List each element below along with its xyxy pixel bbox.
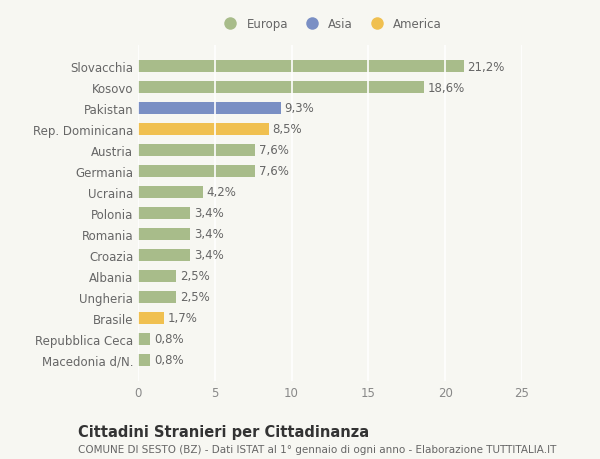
Text: 2,5%: 2,5% bbox=[180, 291, 210, 304]
Bar bbox=[138, 207, 190, 219]
Text: 0,8%: 0,8% bbox=[154, 353, 184, 366]
Bar bbox=[138, 229, 190, 240]
Text: 3,4%: 3,4% bbox=[194, 228, 224, 241]
Text: 7,6%: 7,6% bbox=[259, 144, 289, 157]
Text: 18,6%: 18,6% bbox=[428, 81, 465, 94]
Bar bbox=[138, 103, 281, 114]
Text: 9,3%: 9,3% bbox=[284, 102, 314, 115]
Bar bbox=[138, 354, 150, 366]
Bar bbox=[138, 124, 269, 135]
Bar bbox=[138, 61, 464, 73]
Text: COMUNE DI SESTO (BZ) - Dati ISTAT al 1° gennaio di ogni anno - Elaborazione TUTT: COMUNE DI SESTO (BZ) - Dati ISTAT al 1° … bbox=[78, 444, 556, 454]
Text: 3,4%: 3,4% bbox=[194, 249, 224, 262]
Bar bbox=[138, 291, 176, 303]
Text: 4,2%: 4,2% bbox=[206, 186, 236, 199]
Text: 2,5%: 2,5% bbox=[180, 270, 210, 283]
Bar bbox=[138, 250, 190, 261]
Text: 21,2%: 21,2% bbox=[467, 61, 505, 73]
Text: 8,5%: 8,5% bbox=[272, 123, 302, 136]
Bar bbox=[138, 333, 150, 345]
Text: 7,6%: 7,6% bbox=[259, 165, 289, 178]
Bar bbox=[138, 187, 203, 198]
Bar bbox=[138, 82, 424, 94]
Bar bbox=[138, 145, 255, 157]
Text: 1,7%: 1,7% bbox=[168, 312, 198, 325]
Bar bbox=[138, 166, 255, 177]
Legend: Europa, Asia, America: Europa, Asia, America bbox=[214, 13, 446, 36]
Text: 3,4%: 3,4% bbox=[194, 207, 224, 220]
Text: Cittadini Stranieri per Cittadinanza: Cittadini Stranieri per Cittadinanza bbox=[78, 425, 369, 440]
Bar bbox=[138, 313, 164, 324]
Text: 0,8%: 0,8% bbox=[154, 333, 184, 346]
Bar bbox=[138, 270, 176, 282]
